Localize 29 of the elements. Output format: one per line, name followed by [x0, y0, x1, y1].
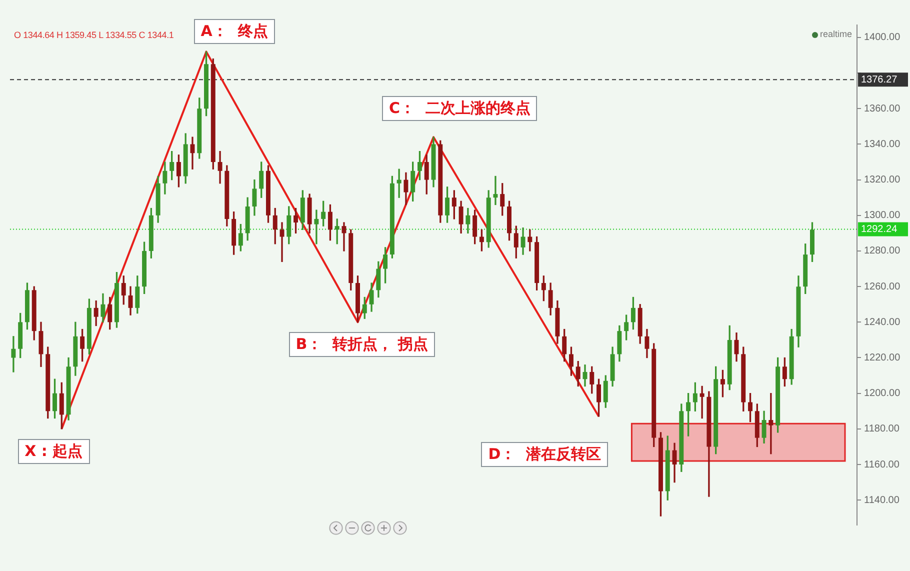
y-tick-label: 1280.00 [864, 246, 901, 257]
y-tick-label: 1320.00 [864, 174, 901, 186]
annotation: A： 终点 [194, 18, 275, 44]
annotation: realtime [820, 29, 852, 39]
candlestick [11, 336, 16, 372]
candlestick [314, 210, 319, 244]
candlestick [342, 222, 346, 252]
y-tick-label: 1220.00 [864, 352, 901, 364]
y-tick-label: 1240.00 [864, 316, 901, 328]
candlestick [493, 176, 498, 206]
candlestick [768, 393, 774, 454]
annotation: X : 起点 [18, 438, 90, 464]
annotation: B： 转折点， 拐点 [288, 332, 435, 358]
candlestick [396, 168, 402, 198]
annotation: D： 潜在反转区 [481, 442, 608, 468]
y-tick-label: 1180.00 [864, 424, 900, 435]
y-tick-label: 1340.00 [864, 138, 901, 150]
annotation: C： 二次上涨的终点 [382, 96, 538, 122]
y-tick-label: 1260.00 [864, 281, 901, 292]
y-tick-label: 1400.00 [864, 32, 901, 44]
y-tick-label: 1360.00 [864, 103, 901, 114]
y-tick-label: 1160.00 [864, 459, 900, 470]
ref-line-label: 1376.27 [861, 74, 898, 86]
candlestick [700, 386, 704, 419]
y-tick-label: 1300.00 [864, 210, 901, 222]
ref-line-label: 1292.24 [861, 224, 898, 235]
y-tick-label: 1140.00 [864, 494, 900, 506]
y-tick-label: 1200.00 [864, 388, 901, 400]
annotation: O 1344.64 H 1359.45 L 1334.55 C 1344.1 [14, 30, 174, 40]
